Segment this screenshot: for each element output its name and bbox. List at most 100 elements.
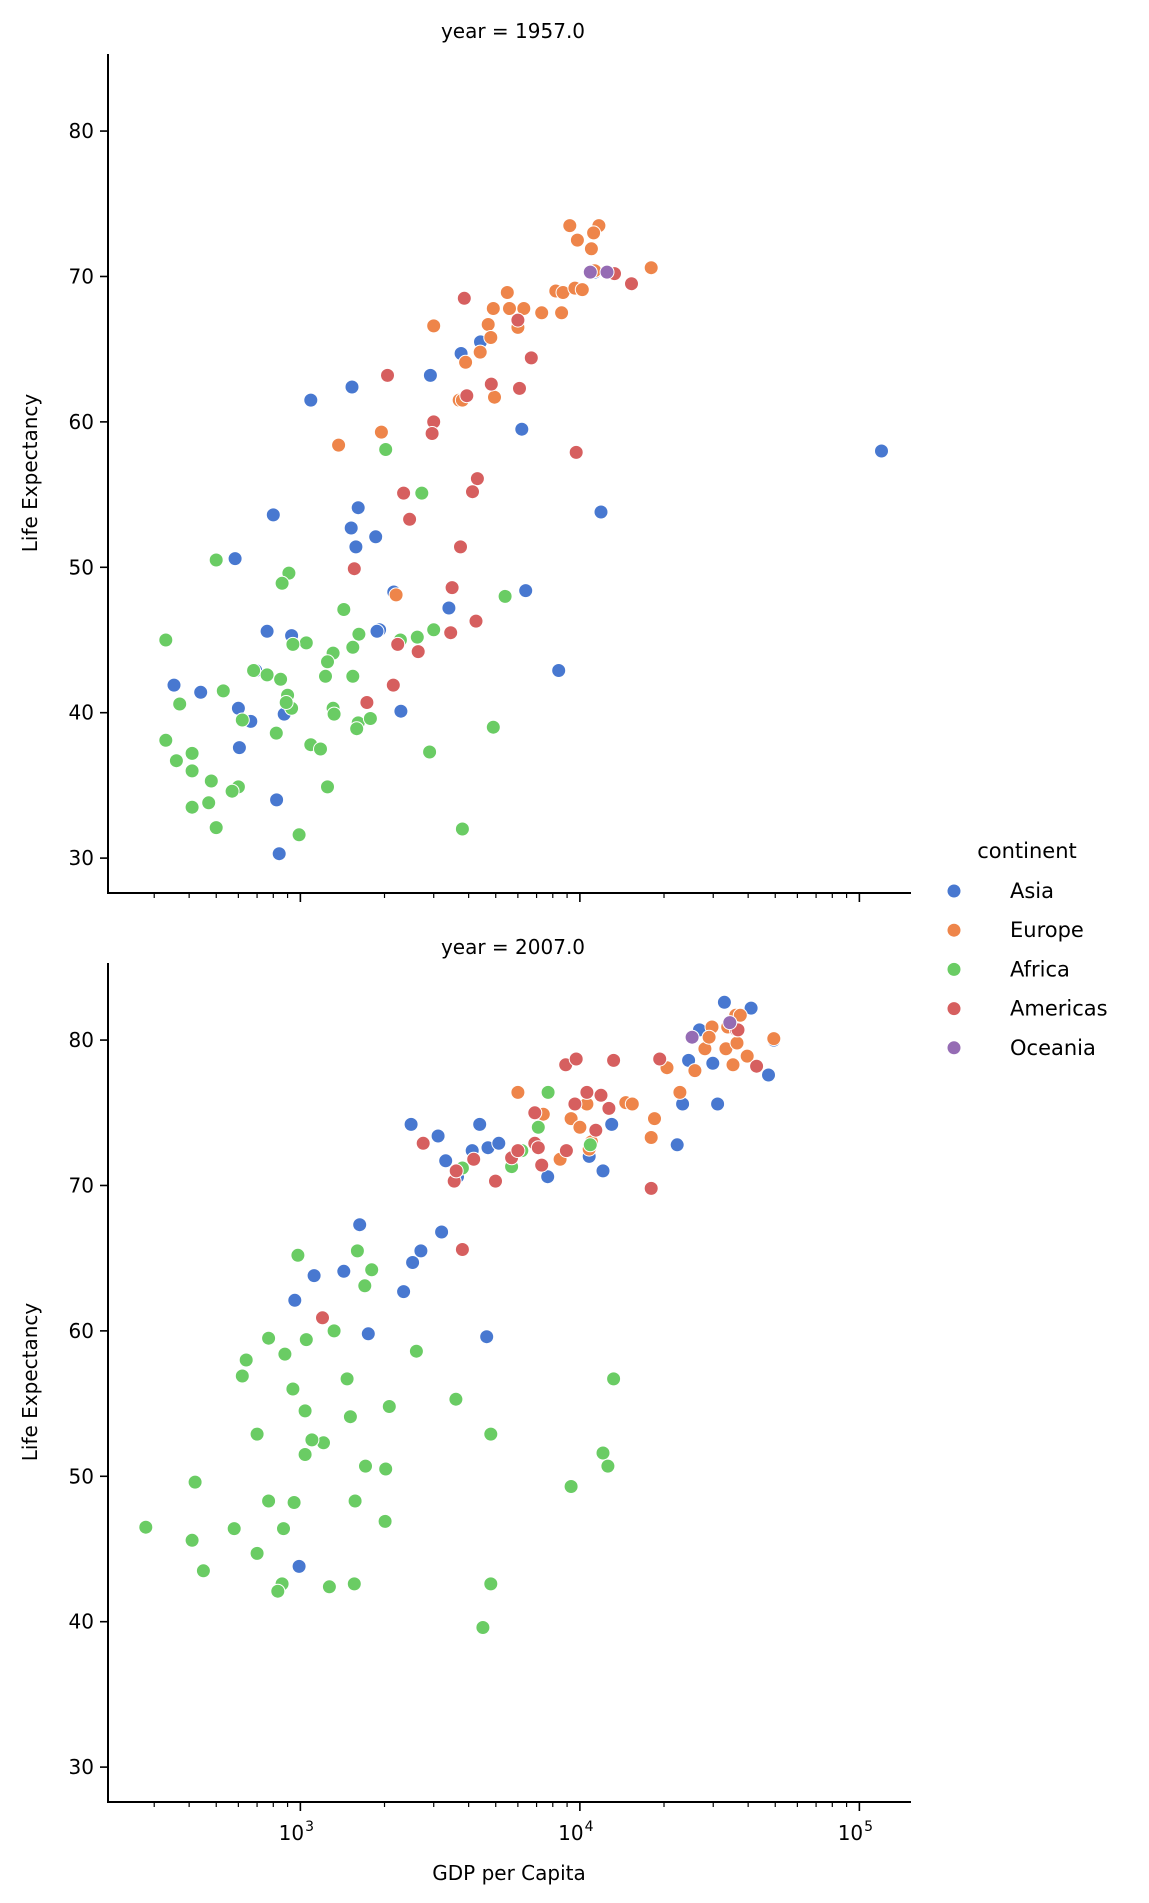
y-tick-label-30: 30 — [69, 1755, 94, 1779]
point-europe-1957-3 — [569, 232, 585, 248]
point-europe-1957-6 — [643, 260, 659, 276]
point-africa-1957-6 — [497, 588, 513, 604]
point-africa-1957-49 — [291, 827, 307, 843]
point-asia-1957-17 — [518, 583, 534, 599]
point-europe-2007-23 — [732, 1007, 748, 1023]
x-tick-exponent-10000: 4 — [585, 1819, 594, 1835]
point-africa-2007-9 — [563, 1479, 579, 1494]
panel-title-1957: year = 1957.0 — [441, 19, 585, 43]
point-africa-2007-23 — [339, 1371, 355, 1387]
point-africa-1957-5 — [414, 485, 430, 501]
point-africa-2007-19 — [357, 1278, 373, 1294]
point-asia-1957-4 — [422, 367, 438, 383]
point-africa-2007-1 — [530, 1119, 546, 1135]
point-asia-1957-32 — [271, 846, 287, 862]
point-americas-2007-6 — [488, 1173, 503, 1189]
point-europe-1957-20 — [483, 330, 499, 345]
point-asia-1957-13 — [348, 539, 364, 555]
point-africa-2007-35 — [277, 1346, 293, 1362]
point-americas-1957-0 — [456, 290, 472, 306]
point-africa-1957-21 — [345, 668, 361, 684]
point-europe-2007-25 — [766, 1031, 782, 1047]
point-asia-2007-6 — [396, 1284, 412, 1300]
x-tick-label-10000: 104 — [558, 1819, 593, 1845]
point-asia-1957-24 — [166, 677, 182, 693]
point-asia-2007-22 — [604, 1116, 620, 1132]
point-africa-1957-33 — [158, 732, 174, 748]
point-europe-1957-13 — [502, 301, 517, 316]
point-africa-2007-25 — [346, 1576, 362, 1592]
point-africa-2007-14 — [408, 1343, 424, 1359]
point-americas-2007-16 — [567, 1096, 583, 1112]
point-americas-1957-16 — [346, 561, 362, 577]
x-tick-exponent-1000: 3 — [305, 1819, 314, 1835]
legend: continent Asia Europe Africa Americas Oceani… — [946, 839, 1108, 1060]
point-asia-1957-29 — [393, 703, 409, 719]
point-europe-1957-11 — [499, 285, 515, 300]
point-africa-1957-42 — [203, 773, 219, 789]
point-asia-2007-12 — [430, 1128, 446, 1144]
x-tick-label-100000: 105 — [838, 1819, 873, 1845]
point-asia-1957-11 — [350, 500, 366, 516]
point-americas-2007-18 — [588, 1122, 604, 1138]
point-asia-2007-2 — [306, 1268, 322, 1284]
point-americas-1957-7 — [512, 380, 527, 396]
point-africa-2007-39 — [290, 1247, 306, 1263]
point-africa-1957-19 — [273, 671, 289, 687]
x-tick-label-1000: 103 — [279, 1819, 314, 1845]
point-africa-1957-31 — [349, 721, 365, 737]
point-africa-1957-23 — [172, 696, 188, 712]
point-africa-2007-17 — [377, 1513, 393, 1529]
point-africa-2007-18 — [358, 1458, 373, 1474]
point-africa-2007-13 — [448, 1391, 464, 1407]
point-europe-2007-13 — [672, 1084, 688, 1100]
point-africa-2007-22 — [342, 1409, 358, 1425]
point-africa-1957-47 — [320, 779, 335, 795]
point-asia-2007-7 — [405, 1255, 421, 1270]
point-africa-2007-15 — [381, 1399, 397, 1414]
point-americas-2007-0 — [315, 1310, 330, 1326]
point-europe-1957-26 — [373, 424, 389, 440]
point-americas-1957-22 — [385, 677, 401, 693]
legend-label-africa: Africa — [1010, 957, 1070, 981]
point-americas-1957-20 — [390, 636, 406, 652]
point-asia-2007-13 — [438, 1153, 454, 1169]
point-africa-2007-5 — [582, 1137, 598, 1153]
point-africa-1957-48 — [208, 820, 224, 836]
point-americas-2007-20 — [601, 1100, 617, 1116]
legend-entries: Asia Europe Africa Americas Oceania — [946, 879, 1108, 1060]
point-africa-1957-40 — [422, 744, 438, 760]
point-europe-2007-14 — [687, 1063, 703, 1079]
point-americas-1957-2 — [624, 276, 639, 292]
point-americas-1957-5 — [459, 388, 475, 404]
point-africa-2007-10 — [483, 1426, 499, 1442]
point-africa-1957-0 — [158, 632, 174, 648]
point-asia-2007-0 — [291, 1558, 307, 1574]
point-europe-2007-17 — [701, 1029, 717, 1045]
point-africa-1957-50 — [454, 821, 470, 837]
point-americas-1957-4 — [523, 350, 539, 366]
point-asia-2007-29 — [716, 994, 732, 1010]
panel-2007: year = 2007.0 30 40 50 60 70 80 103 104 105 Lif… — [18, 935, 911, 1885]
y-tick-label-50: 50 — [69, 555, 94, 579]
point-americas-1957-21 — [410, 644, 426, 660]
point-americas-1957-3 — [380, 367, 395, 383]
point-americas-1957-23 — [359, 695, 375, 710]
point-americas-2007-12 — [534, 1157, 550, 1173]
point-africa-1957-3 — [274, 575, 290, 591]
point-europe-1957-27 — [331, 437, 347, 453]
point-africa-2007-47 — [195, 1563, 211, 1579]
point-europe-2007-9 — [624, 1096, 640, 1112]
point-europe-1957-16 — [554, 305, 570, 321]
legend-marker-oceania — [946, 1040, 962, 1056]
point-africa-2007-45 — [234, 1368, 250, 1384]
point-europe-2007-4 — [572, 1119, 588, 1135]
point-europe-1957-22 — [458, 354, 474, 370]
legend-marker-americas — [946, 1001, 962, 1017]
point-asia-2007-32 — [761, 1067, 776, 1083]
point-europe-2007-11 — [647, 1111, 662, 1127]
point-americas-2007-19 — [593, 1087, 609, 1103]
point-africa-1957-4 — [378, 442, 394, 457]
point-africa-1957-39 — [313, 741, 328, 757]
point-africa-1957-18 — [259, 667, 275, 683]
